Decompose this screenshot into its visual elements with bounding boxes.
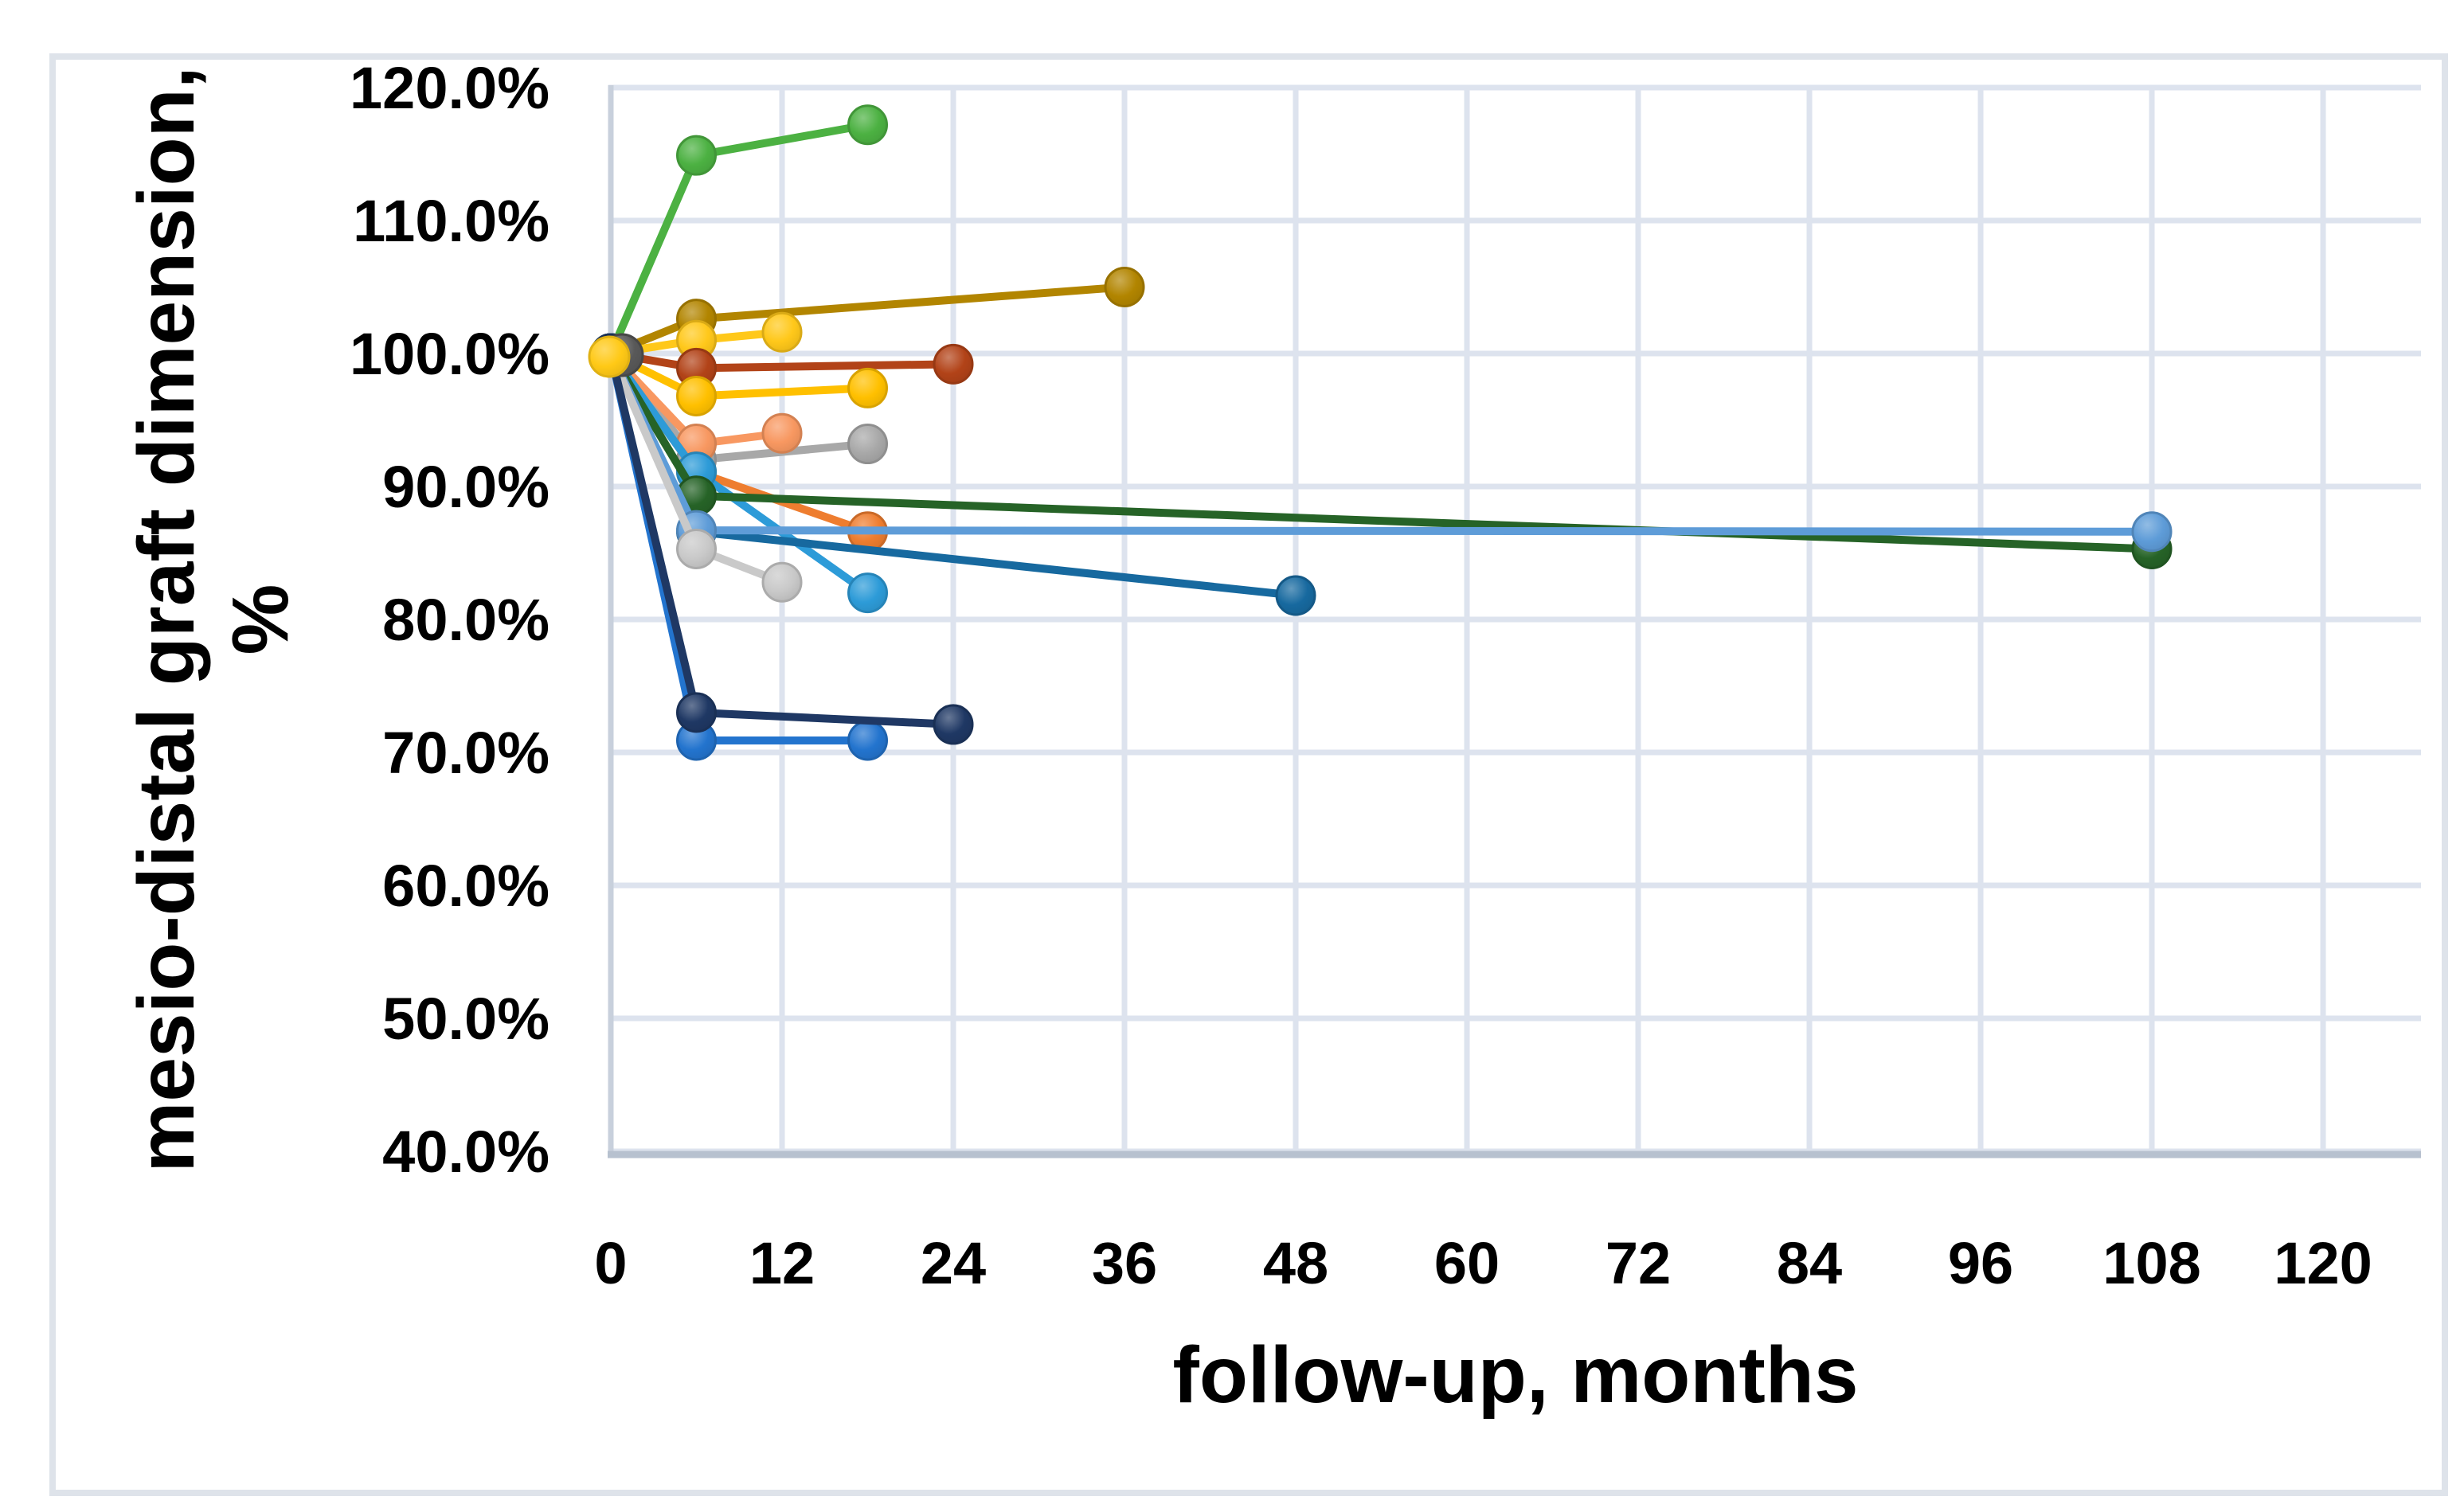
data-point-yellow-m6: [676, 375, 718, 416]
data-point-navy-m6: [676, 692, 718, 733]
x-tick-label-48: 48: [1263, 1230, 1328, 1296]
x-tick-label-96: 96: [1948, 1230, 2013, 1296]
y-axis-title: mesio-distal graft dimension, %: [119, 66, 307, 1172]
data-point-sky-blue-m18: [847, 572, 889, 614]
data-point-green-m18: [847, 104, 889, 146]
y-tick-label-60.0%: 60.0%: [382, 853, 550, 919]
figure-border: [49, 53, 2448, 1496]
y-tick-label-90.0%: 90.0%: [382, 454, 550, 520]
data-point-yellow-m18: [847, 367, 889, 408]
y-tick-label-110.0%: 110.0%: [353, 188, 550, 254]
x-tick-label-12: 12: [749, 1230, 815, 1296]
y-axis-title-line2: %: [216, 584, 305, 655]
data-point-salmon-m12: [761, 412, 803, 454]
y-tick-label-100.0%: 100.0%: [350, 321, 550, 387]
x-tick-label-84: 84: [1777, 1230, 1842, 1296]
y-tick-label-50.0%: 50.0%: [382, 986, 550, 1052]
x-tick-label-0: 0: [594, 1230, 627, 1296]
data-point-bright-blue-m18: [847, 720, 889, 761]
y-tick-label-80.0%: 80.0%: [382, 587, 550, 653]
data-point-light-gray-m12: [761, 561, 803, 603]
data-point-gray-m18: [847, 424, 889, 465]
data-point-light-yellow-m12: [761, 311, 803, 353]
x-tick-label-72: 72: [1606, 1230, 1671, 1296]
y-tick-label-120.0%: 120.0%: [350, 55, 550, 121]
x-tick-label-24: 24: [921, 1230, 986, 1296]
x-tick-label-60: 60: [1434, 1230, 1500, 1296]
data-point-dark-red-m24: [933, 343, 974, 385]
x-tick-label-120: 120: [2274, 1230, 2372, 1296]
data-point-green-m6: [676, 135, 718, 176]
data-point-steel-blue-m48: [1275, 575, 1316, 616]
y-axis-title-line1: mesio-distal graft dimension,: [122, 66, 211, 1173]
data-point-cornflower-blue-m108: [2131, 511, 2173, 553]
data-point-navy-m24: [933, 704, 974, 745]
y-tick-label-70.0%: 70.0%: [382, 720, 550, 786]
data-point-dark-gold-m36: [1104, 267, 1145, 307]
x-tick-label-108: 108: [2102, 1230, 2200, 1296]
x-axis-title: follow-up, months: [1172, 1330, 1859, 1420]
origin-marker-front: [588, 335, 631, 378]
data-point-light-gray-m6: [676, 528, 718, 569]
x-tick-label-36: 36: [1092, 1230, 1157, 1296]
y-tick-label-40.0%: 40.0%: [382, 1119, 550, 1185]
